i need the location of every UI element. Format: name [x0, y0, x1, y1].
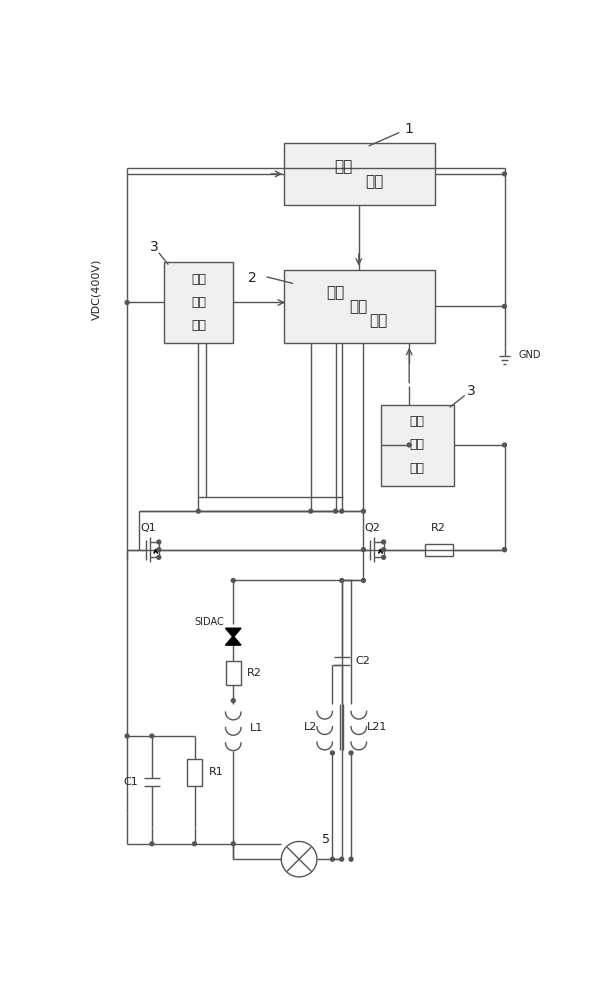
- Circle shape: [157, 548, 161, 552]
- Text: L2: L2: [303, 722, 317, 732]
- Circle shape: [362, 509, 365, 513]
- Text: 微控: 微控: [334, 159, 352, 174]
- Circle shape: [340, 857, 344, 861]
- Circle shape: [407, 443, 411, 447]
- Circle shape: [334, 509, 337, 513]
- Text: C2: C2: [356, 656, 371, 666]
- Text: 反馈: 反馈: [191, 319, 206, 332]
- Circle shape: [349, 857, 353, 861]
- Circle shape: [381, 540, 386, 544]
- Circle shape: [330, 751, 334, 755]
- Circle shape: [503, 443, 506, 447]
- Text: L21: L21: [367, 722, 387, 732]
- Polygon shape: [226, 636, 241, 645]
- Text: 驱动: 驱动: [350, 299, 368, 314]
- Circle shape: [231, 699, 235, 703]
- Bar: [284, 270, 435, 343]
- Circle shape: [362, 579, 365, 582]
- Text: 3: 3: [467, 384, 475, 398]
- Circle shape: [196, 509, 201, 513]
- Text: Q2: Q2: [365, 523, 381, 533]
- Circle shape: [503, 548, 506, 552]
- Circle shape: [362, 548, 365, 552]
- Text: R1: R1: [208, 767, 223, 777]
- Polygon shape: [226, 628, 241, 637]
- Circle shape: [330, 857, 334, 861]
- Circle shape: [381, 548, 386, 552]
- Text: VDC(400V): VDC(400V): [91, 259, 101, 320]
- Bar: [284, 143, 435, 205]
- Circle shape: [340, 509, 344, 513]
- Circle shape: [157, 540, 161, 544]
- Text: Q1: Q1: [140, 523, 156, 533]
- Circle shape: [125, 734, 129, 738]
- Text: 制器: 制器: [365, 174, 383, 189]
- Text: C1: C1: [123, 777, 138, 787]
- Circle shape: [503, 548, 506, 552]
- Text: 脉冲: 脉冲: [191, 273, 206, 286]
- Circle shape: [503, 304, 506, 308]
- Text: R2: R2: [247, 668, 262, 678]
- Text: 开关: 开关: [327, 285, 345, 300]
- Text: 脉冲: 脉冲: [409, 415, 424, 428]
- Text: R2: R2: [431, 523, 446, 533]
- Bar: [164, 262, 233, 343]
- Text: GND: GND: [518, 350, 541, 360]
- Circle shape: [231, 579, 235, 582]
- Circle shape: [381, 555, 386, 559]
- Text: 3: 3: [150, 240, 159, 254]
- Bar: [425, 544, 453, 556]
- Circle shape: [349, 751, 353, 755]
- Circle shape: [340, 579, 344, 582]
- Bar: [187, 759, 202, 786]
- Circle shape: [150, 734, 154, 738]
- Circle shape: [231, 842, 235, 846]
- Text: 宽度: 宽度: [191, 296, 206, 309]
- Circle shape: [503, 172, 506, 176]
- Circle shape: [157, 555, 161, 559]
- Text: 1: 1: [405, 122, 414, 136]
- Text: SIDAC: SIDAC: [194, 617, 224, 627]
- Text: 电路: 电路: [369, 313, 387, 328]
- Circle shape: [309, 509, 313, 513]
- Text: 幅度: 幅度: [409, 438, 424, 451]
- Bar: [380, 405, 454, 486]
- Circle shape: [125, 301, 129, 304]
- Text: 2: 2: [248, 271, 257, 285]
- Text: 5: 5: [322, 833, 330, 846]
- Circle shape: [193, 842, 196, 846]
- Text: L1: L1: [250, 723, 264, 733]
- Circle shape: [150, 842, 154, 846]
- Text: 反馈: 反馈: [409, 462, 424, 475]
- Bar: [226, 661, 241, 685]
